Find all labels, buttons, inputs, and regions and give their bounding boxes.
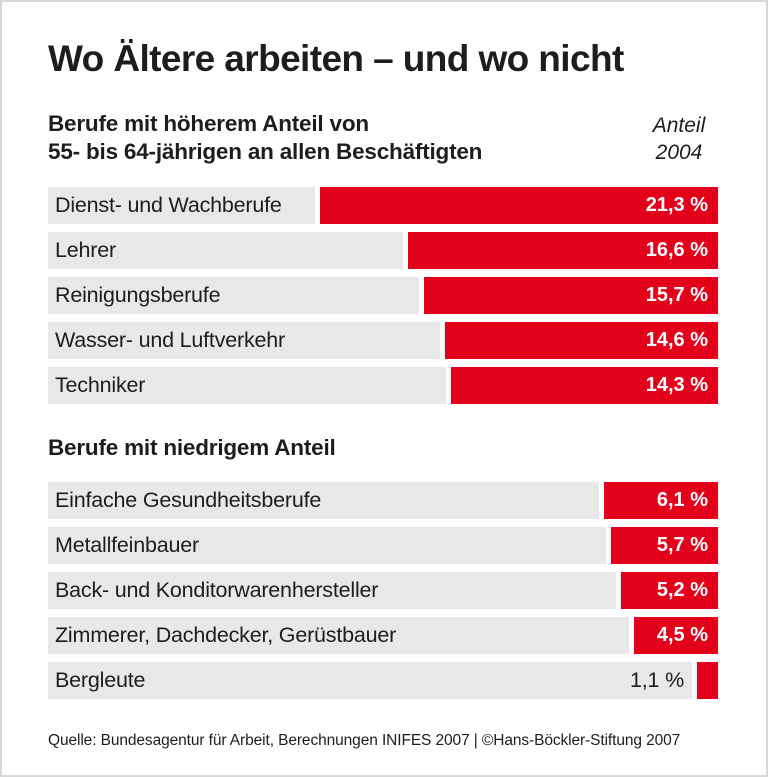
row-label: Dienst- und Wachberufe <box>55 193 282 217</box>
chart-row: Reinigungsberufe 15,7 % <box>48 277 718 314</box>
chart-row: Bergleute 1,1 % <box>48 662 718 699</box>
section-high-heading-line1: Berufe mit höherem Anteil von <box>48 111 369 136</box>
row-value: 6,1 % <box>656 489 708 511</box>
row-bar: 14,6 % <box>445 322 718 359</box>
row-bar: 21,3 % <box>320 187 718 224</box>
chart-section-high-rows: Dienst- und Wachberufe 21,3 % Lehrer 16,… <box>48 187 718 404</box>
row-label: Wasser- und Luftverkehr <box>55 328 285 352</box>
row-value: 5,2 % <box>656 579 708 601</box>
row-label-strip: Techniker <box>48 367 446 404</box>
row-bar: 5,2 % <box>621 572 718 609</box>
row-value: 16,6 % <box>645 239 708 261</box>
row-value: 14,3 % <box>645 374 708 396</box>
chart-section-low-rows: Einfache Gesundheitsberufe 6,1 % Metallf… <box>48 482 718 699</box>
value-column-header: Anteil 2004 <box>640 112 718 166</box>
chart-row: Back- und Konditorwarenhersteller 5,2 % <box>48 572 718 609</box>
row-bar <box>697 662 718 699</box>
row-label-strip: Reinigungsberufe <box>48 277 419 314</box>
section-high-header: Berufe mit höherem Anteil von 55- bis 64… <box>48 110 718 166</box>
row-label: Einfache Gesundheitsberufe <box>55 488 322 512</box>
row-label-strip: Back- und Konditorwarenhersteller <box>48 572 616 609</box>
value-column-header-line1: Anteil <box>652 114 706 137</box>
row-label-strip: Metallfeinbauer <box>48 527 606 564</box>
chart-row: Einfache Gesundheitsberufe 6,1 % <box>48 482 718 519</box>
row-bar: 5,7 % <box>611 527 718 564</box>
section-high-heading-line2: 55- bis 64-jährigen an allen Beschäftigt… <box>48 139 483 164</box>
chart-row: Zimmerer, Dachdecker, Gerüstbauer 4,5 % <box>48 617 718 654</box>
row-value: 21,3 % <box>645 194 708 216</box>
chart-row: Techniker 14,3 % <box>48 367 718 404</box>
row-bar: 4,5 % <box>634 617 718 654</box>
row-value: 14,6 % <box>645 329 708 351</box>
row-label: Lehrer <box>55 238 116 262</box>
row-bar: 14,3 % <box>451 367 718 404</box>
row-bar: 16,6 % <box>408 232 718 269</box>
row-value-outside: 1,1 % <box>630 668 684 692</box>
page-title: Wo Ältere arbeiten – und wo nicht <box>48 38 624 79</box>
row-label: Reinigungsberufe <box>55 283 221 307</box>
row-label: Zimmerer, Dachdecker, Gerüstbauer <box>55 623 397 647</box>
chart-row: Wasser- und Luftverkehr 14,6 % <box>48 322 718 359</box>
row-bar: 6,1 % <box>604 482 718 519</box>
row-label: Metallfeinbauer <box>55 533 200 557</box>
row-value: 4,5 % <box>656 624 708 646</box>
row-label: Techniker <box>55 373 146 397</box>
chart-row: Dienst- und Wachberufe 21,3 % <box>48 187 718 224</box>
section-high-heading: Berufe mit höherem Anteil von 55- bis 64… <box>48 110 482 166</box>
row-label-strip: Dienst- und Wachberufe <box>48 187 315 224</box>
source-note: Quelle: Bundesagentur für Arbeit, Berech… <box>48 732 681 749</box>
row-bar: 15,7 % <box>424 277 718 314</box>
value-column-header-line2: 2004 <box>655 141 703 164</box>
row-label: Back- und Konditorwarenhersteller <box>55 578 379 602</box>
row-value: 5,7 % <box>656 534 708 556</box>
chart-row: Metallfeinbauer 5,7 % <box>48 527 718 564</box>
row-label-strip: Einfache Gesundheitsberufe <box>48 482 599 519</box>
row-label: Bergleute <box>55 668 146 692</box>
chart-row: Lehrer 16,6 % <box>48 232 718 269</box>
row-label-strip: Lehrer <box>48 232 403 269</box>
section-low-heading: Berufe mit niedrigem Anteil <box>48 435 336 460</box>
row-label-strip: Wasser- und Luftverkehr <box>48 322 440 359</box>
row-label-strip: Bergleute 1,1 % <box>48 662 692 699</box>
row-value: 15,7 % <box>645 284 708 306</box>
row-label-strip: Zimmerer, Dachdecker, Gerüstbauer <box>48 617 629 654</box>
